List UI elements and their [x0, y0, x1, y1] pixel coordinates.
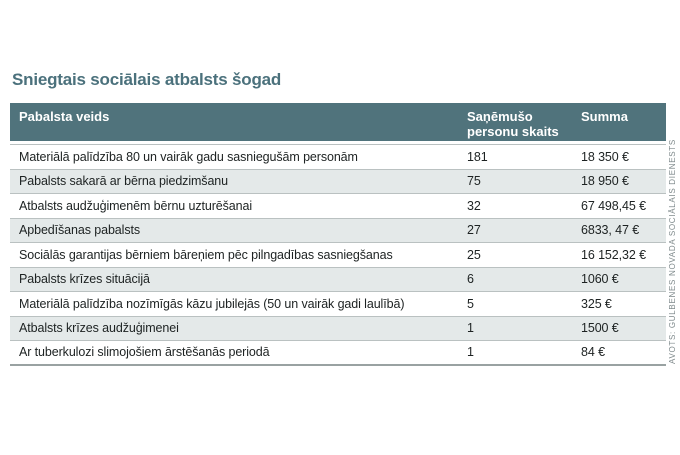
source-note: AVOTS: GULBENES NOVADA SOCIĀLAIS DIENEST… — [668, 139, 677, 364]
benefit-type-cell: Materiālā palīdzība nozīmīgās kāzu jubil… — [19, 296, 405, 311]
recipients-count-cell: 6 — [467, 272, 474, 287]
benefit-type-cell: Materiālā palīdzība 80 un vairāk gadu sa… — [19, 149, 358, 164]
amount-cell: 67 498,45 € — [581, 198, 646, 213]
table-row: Ar tuberkulozi slimojošiem ārstēšanās pe… — [10, 341, 666, 366]
column-header-amount: Summa — [581, 109, 628, 124]
recipients-count-cell: 1 — [467, 321, 474, 336]
recipients-count-cell: 25 — [467, 247, 481, 262]
recipients-count-cell: 5 — [467, 296, 474, 311]
table-row: Pabalsts krīzes situācijā 6 1060 € — [10, 267, 666, 292]
table-row: Atbalsts audžuģimenēm bērnu uzturēšanai 3… — [10, 194, 666, 219]
column-header-benefit-type: Pabalsta veids — [19, 109, 110, 124]
amount-cell: 18 350 € — [581, 149, 629, 164]
recipients-count-cell: 32 — [467, 198, 481, 213]
column-header-recipients-count: Saņēmušo personu skaits — [467, 109, 559, 139]
benefit-type-cell: Sociālās garantijas bērniem bāreņiem pēc… — [19, 247, 393, 262]
benefit-type-cell: Atbalsts krīzes audžuģimenei — [19, 321, 179, 336]
table-row: Atbalsts krīzes audžuģimenei 1 1500 € — [10, 316, 666, 341]
benefit-type-cell: Apbedīšanas pabalsts — [19, 223, 141, 238]
recipients-count-cell: 1 — [467, 345, 474, 360]
amount-cell: 18 950 € — [581, 174, 629, 189]
benefits-table: Pabalsta veids Saņēmušo personu skaits S… — [10, 103, 666, 366]
table-body: Materiālā palīdzība 80 un vairāk gadu sa… — [10, 144, 666, 366]
benefit-type-cell: Atbalsts audžuģimenēm bērnu uzturēšanai — [19, 198, 253, 213]
table-row: Apbedīšanas pabalsts 27 6833, 47 € — [10, 218, 666, 243]
table-row: Materiālā palīdzība nozīmīgās kāzu jubil… — [10, 292, 666, 317]
recipients-count-cell: 75 — [467, 174, 481, 189]
recipients-count-cell: 27 — [467, 223, 481, 238]
amount-cell: 1060 € — [581, 272, 619, 287]
table-row: Pabalsts sakarā ar bērna piedzimšanu 75 18… — [10, 169, 666, 194]
benefit-type-cell: Pabalsts krīzes situācijā — [19, 272, 150, 287]
amount-cell: 1500 € — [581, 321, 619, 336]
amount-cell: 6833, 47 € — [581, 223, 640, 238]
table-header: Pabalsta veids Saņēmušo personu skaits S… — [10, 103, 666, 141]
amount-cell: 84 € — [581, 345, 605, 360]
benefit-type-cell: Ar tuberkulozi slimojošiem ārstēšanās pe… — [19, 345, 270, 360]
amount-cell: 16 152,32 € — [581, 247, 646, 262]
table-row: Sociālās garantijas bērniem bāreņiem pēc… — [10, 243, 666, 268]
table-row: Materiālā palīdzība 80 un vairāk gadu sa… — [10, 145, 666, 170]
recipients-count-cell: 181 — [467, 149, 488, 164]
page-title: Sniegtais sociālais atbalsts šogad — [12, 70, 282, 89]
amount-cell: 325 € — [581, 296, 612, 311]
benefit-type-cell: Pabalsts sakarā ar bērna piedzimšanu — [19, 174, 229, 189]
